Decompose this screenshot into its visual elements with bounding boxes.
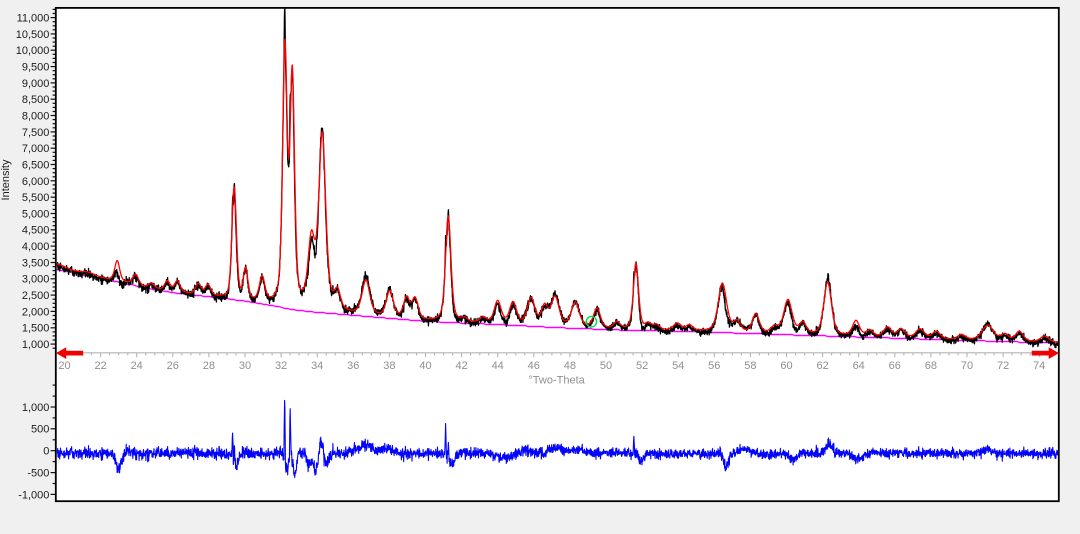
- svg-text:74: 74: [1033, 360, 1045, 372]
- svg-text:8,000: 8,000: [22, 110, 50, 122]
- svg-text:24: 24: [131, 360, 143, 372]
- svg-text:1,000: 1,000: [22, 339, 50, 351]
- svg-text:1,500: 1,500: [22, 323, 50, 335]
- svg-text:58: 58: [744, 360, 756, 372]
- svg-text:Intensity: Intensity: [0, 159, 12, 200]
- svg-text:2,000: 2,000: [22, 306, 50, 318]
- svg-text:34: 34: [311, 360, 323, 372]
- svg-text:4,500: 4,500: [22, 225, 50, 237]
- svg-text:68: 68: [925, 360, 937, 372]
- svg-text:40: 40: [419, 360, 431, 372]
- svg-text:6,000: 6,000: [22, 176, 50, 188]
- svg-text:3,000: 3,000: [22, 274, 50, 286]
- svg-text:52: 52: [636, 360, 648, 372]
- svg-text:36: 36: [347, 360, 359, 372]
- svg-text:30: 30: [239, 360, 251, 372]
- svg-text:56: 56: [708, 360, 720, 372]
- svg-text:62: 62: [816, 360, 828, 372]
- svg-text:2,500: 2,500: [22, 290, 50, 302]
- svg-text:48: 48: [564, 360, 576, 372]
- svg-text:50: 50: [600, 360, 612, 372]
- svg-text:60: 60: [780, 360, 792, 372]
- svg-text:5,000: 5,000: [22, 208, 50, 220]
- svg-text:66: 66: [889, 360, 901, 372]
- svg-text:°Two-Theta: °Two-Theta: [528, 375, 585, 387]
- svg-text:46: 46: [528, 360, 540, 372]
- svg-text:28: 28: [203, 360, 215, 372]
- svg-text:4,000: 4,000: [22, 241, 50, 253]
- svg-text:7,500: 7,500: [22, 127, 50, 139]
- svg-text:42: 42: [455, 360, 467, 372]
- svg-text:6,500: 6,500: [22, 159, 50, 171]
- svg-text:64: 64: [853, 360, 865, 372]
- svg-text:20: 20: [58, 360, 70, 372]
- svg-text:10,500: 10,500: [16, 29, 50, 41]
- svg-text:11,000: 11,000: [17, 13, 50, 25]
- svg-text:0: 0: [43, 446, 49, 458]
- svg-text:70: 70: [961, 360, 973, 372]
- svg-text:44: 44: [492, 360, 504, 372]
- svg-text:3,500: 3,500: [22, 257, 50, 269]
- svg-text:54: 54: [672, 360, 684, 372]
- svg-text:1,000: 1,000: [22, 402, 50, 414]
- svg-text:38: 38: [383, 360, 395, 372]
- svg-text:9,000: 9,000: [22, 78, 50, 90]
- svg-text:9,500: 9,500: [22, 62, 50, 74]
- svg-text:26: 26: [167, 360, 179, 372]
- svg-text:8,500: 8,500: [22, 94, 50, 106]
- svg-text:500: 500: [31, 424, 49, 436]
- svg-text:7,000: 7,000: [22, 143, 50, 155]
- svg-text:10,000: 10,000: [16, 45, 50, 57]
- svg-text:22: 22: [94, 360, 106, 372]
- svg-text:32: 32: [275, 360, 287, 372]
- svg-text:-500: -500: [27, 467, 49, 479]
- svg-text:72: 72: [997, 360, 1009, 372]
- svg-text:-1,000: -1,000: [18, 489, 49, 501]
- svg-text:5,500: 5,500: [22, 192, 50, 204]
